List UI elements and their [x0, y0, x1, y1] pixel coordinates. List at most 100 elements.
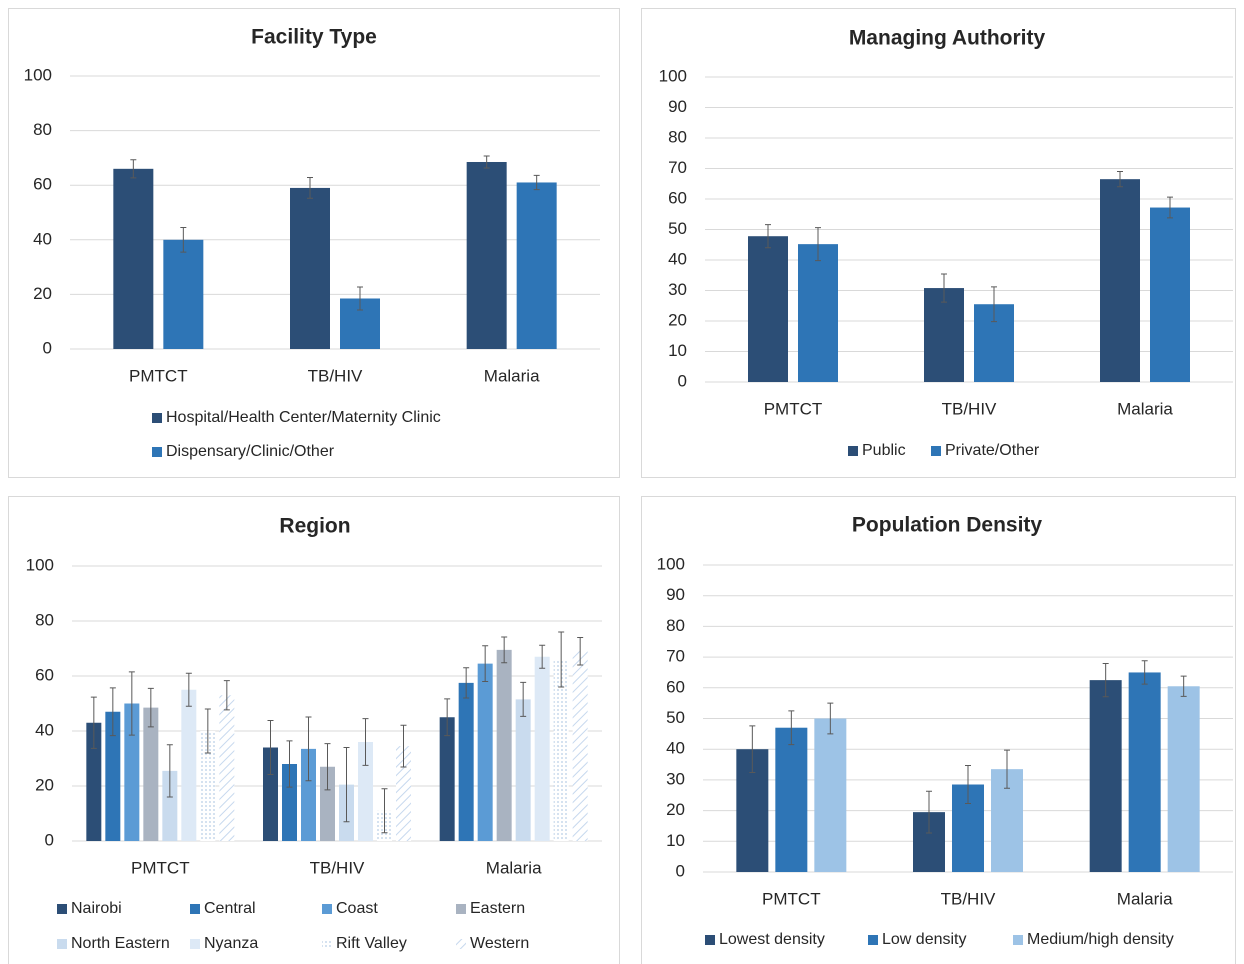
error-bar [1180, 675, 1187, 697]
bar [748, 236, 788, 382]
legend-swatch [322, 939, 332, 949]
bar [572, 651, 588, 841]
y-tick-label: 40 [35, 720, 54, 739]
chart-title: Population Density [852, 514, 1043, 537]
error-bar [307, 177, 313, 199]
error-bar [267, 720, 274, 775]
error-bar [362, 718, 369, 766]
bar [396, 746, 411, 841]
error-bar [765, 224, 771, 249]
error-bar [147, 687, 154, 728]
x-tick-label: Malaria [1117, 399, 1173, 418]
bar [301, 748, 316, 841]
x-tick-label: TB/HIV [310, 858, 365, 877]
legend-swatch [190, 904, 200, 914]
bar [86, 722, 102, 841]
error-bar [941, 273, 947, 303]
x-tick-label: TB/HIV [941, 889, 996, 908]
chart-title: Facility Type [251, 26, 377, 49]
error-bar [501, 636, 508, 664]
error-bar [533, 174, 540, 191]
x-tick-label: Malaria [486, 858, 542, 877]
legend-swatch [322, 904, 332, 914]
x-tick-label: PMTCT [129, 366, 188, 385]
error-bar [520, 681, 527, 717]
y-tick-label: 50 [668, 219, 687, 238]
error-bar [1004, 749, 1010, 789]
error-bar [286, 740, 293, 788]
bar [320, 766, 335, 841]
legend-label: Central [204, 900, 256, 917]
error-bar [305, 716, 312, 782]
bar [798, 244, 838, 382]
y-tick-label: 40 [33, 229, 52, 248]
bar [516, 182, 557, 349]
error-bar [130, 159, 137, 179]
error-bar [381, 788, 388, 834]
y-tick-label: 50 [666, 708, 685, 727]
error-bar [128, 671, 135, 736]
y-tick-label: 60 [666, 677, 685, 696]
bar [162, 770, 178, 841]
bar [200, 731, 216, 841]
panel [641, 496, 1236, 964]
error-bar [1141, 660, 1148, 685]
legend-label: Nyanza [204, 935, 258, 952]
bar [1089, 680, 1122, 872]
legend-label: Coast [336, 900, 378, 917]
bar [282, 764, 297, 841]
bar [458, 682, 474, 841]
y-tick-label: 100 [659, 66, 687, 85]
y-tick-label: 0 [43, 338, 52, 357]
x-tick-label: TB/HIV [942, 399, 997, 418]
legend-swatch [57, 904, 67, 914]
error-bar [400, 724, 407, 768]
legend-label: Private/Other [945, 442, 1040, 459]
y-tick-label: 40 [666, 739, 685, 758]
error-bar [109, 687, 116, 737]
chart-title: Managing Authority [849, 27, 1046, 50]
legend-swatch [152, 413, 162, 423]
bar [181, 689, 197, 841]
y-tick-label: 60 [35, 665, 54, 684]
y-tick-label: 40 [668, 249, 687, 268]
error-bar [965, 764, 971, 805]
chart-title: Region [279, 515, 350, 538]
legend-swatch [190, 939, 200, 949]
bar [358, 742, 373, 841]
legend-label: Eastern [470, 900, 525, 917]
y-tick-label: 60 [668, 188, 687, 207]
error-bar [1167, 196, 1173, 219]
y-tick-label: 70 [666, 647, 685, 666]
bar [814, 718, 847, 872]
legend-label: North Eastern [71, 935, 170, 952]
legend-swatch [456, 904, 466, 914]
error-bar [90, 696, 97, 749]
y-tick-label: 20 [33, 284, 52, 303]
bar [775, 727, 808, 872]
bar [163, 239, 204, 349]
y-tick-label: 70 [668, 158, 687, 177]
bar [1128, 672, 1161, 872]
error-bar [1117, 171, 1123, 188]
x-tick-label: PMTCT [131, 858, 190, 877]
y-tick-label: 100 [657, 554, 685, 573]
bar [124, 703, 140, 841]
legend-label: Public [862, 442, 906, 459]
bar [466, 161, 507, 349]
legend-swatch [57, 939, 67, 949]
legend-swatch [931, 446, 941, 456]
legend-swatch [456, 939, 466, 949]
legend-label: Hospital/Health Center/Maternity Clinic [166, 409, 441, 426]
y-tick-label: 20 [668, 310, 687, 329]
y-tick-label: 100 [24, 65, 52, 84]
bar [143, 707, 159, 841]
error-bar [815, 227, 821, 262]
bar [219, 695, 235, 841]
y-tick-label: 0 [676, 861, 685, 880]
legend-label: Medium/high density [1027, 931, 1174, 948]
bar [105, 711, 121, 841]
y-tick-label: 80 [33, 120, 52, 139]
y-tick-label: 30 [666, 769, 685, 788]
